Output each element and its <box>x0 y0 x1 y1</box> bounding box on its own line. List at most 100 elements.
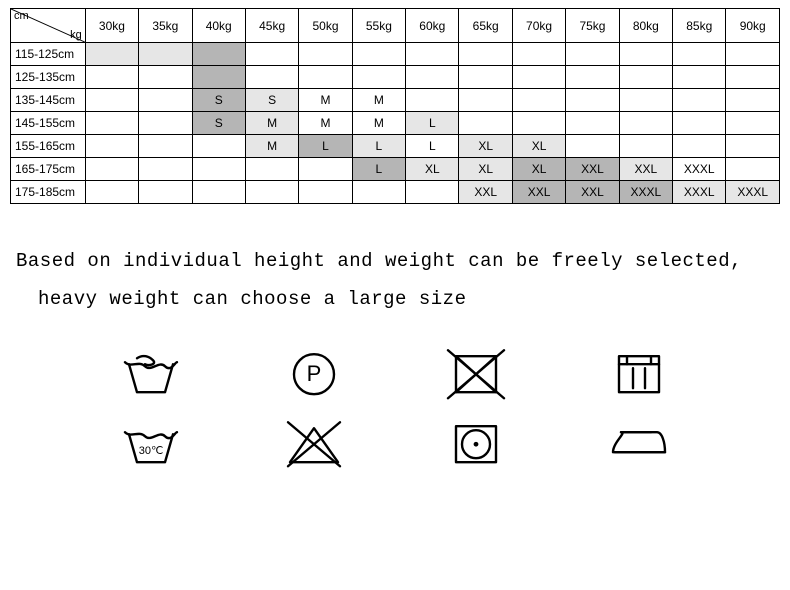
size-cell <box>512 89 565 112</box>
weight-col-35kg: 35kg <box>139 9 192 43</box>
care-row-1: P <box>10 348 780 400</box>
size-cell <box>192 181 245 204</box>
size-cell <box>299 43 352 66</box>
size-cell <box>85 158 138 181</box>
care-row-2: 30℃ <box>10 418 780 470</box>
table-row: 115-125cm <box>11 43 780 66</box>
size-cell <box>139 43 192 66</box>
size-cell <box>673 89 726 112</box>
size-cell <box>566 112 619 135</box>
size-cell: XXXL <box>673 158 726 181</box>
do-not-bleach-icon <box>282 418 346 470</box>
size-cell <box>566 66 619 89</box>
size-cell <box>459 89 512 112</box>
size-cell: L <box>406 135 459 158</box>
weight-col-45kg: 45kg <box>245 9 298 43</box>
do-not-bleach-x-icon <box>444 348 508 400</box>
size-cell: XXL <box>459 181 512 204</box>
table-row: 155-165cmMLLLXLXL <box>11 135 780 158</box>
size-cell: L <box>352 135 405 158</box>
size-cell <box>726 135 780 158</box>
caption-line-1: Based on individual height and weight ca… <box>16 242 780 280</box>
weight-col-90kg: 90kg <box>726 9 780 43</box>
size-cell <box>566 135 619 158</box>
size-cell: XL <box>512 135 565 158</box>
height-row-165-175cm: 165-175cm <box>11 158 86 181</box>
weight-col-75kg: 75kg <box>566 9 619 43</box>
size-chart-table: cm kg 30kg35kg40kg45kg50kg55kg60kg65kg70… <box>10 8 780 204</box>
size-cell: L <box>299 135 352 158</box>
size-cell: XXXL <box>726 181 780 204</box>
height-row-155-165cm: 155-165cm <box>11 135 86 158</box>
size-cell <box>245 43 298 66</box>
tumble-dry-low-icon <box>444 418 508 470</box>
size-cell <box>299 158 352 181</box>
height-row-175-185cm: 175-185cm <box>11 181 86 204</box>
size-cell <box>139 66 192 89</box>
svg-text:P: P <box>306 361 321 386</box>
weight-col-65kg: 65kg <box>459 9 512 43</box>
caption-text: Based on individual height and weight ca… <box>16 242 780 318</box>
size-cell <box>245 66 298 89</box>
size-cell <box>85 43 138 66</box>
size-cell: M <box>352 112 405 135</box>
size-cell <box>673 135 726 158</box>
size-cell <box>85 181 138 204</box>
size-cell: M <box>299 89 352 112</box>
corner-kg-label: kg <box>70 29 82 41</box>
size-cell <box>85 112 138 135</box>
size-cell <box>85 66 138 89</box>
size-cell <box>459 112 512 135</box>
size-cell <box>406 181 459 204</box>
size-cell <box>459 43 512 66</box>
size-cell: XXXL <box>619 181 672 204</box>
size-cell: M <box>299 112 352 135</box>
weight-col-55kg: 55kg <box>352 9 405 43</box>
size-cell: XL <box>459 158 512 181</box>
size-cell <box>192 66 245 89</box>
table-row: 145-155cmSMMML <box>11 112 780 135</box>
size-cell <box>299 66 352 89</box>
table-row: 175-185cmXXLXXLXXLXXXLXXXLXXXL <box>11 181 780 204</box>
size-cell <box>512 43 565 66</box>
size-cell <box>139 112 192 135</box>
size-cell: M <box>245 135 298 158</box>
size-cell: XXL <box>566 158 619 181</box>
size-cell: XL <box>512 158 565 181</box>
size-cell <box>512 112 565 135</box>
weight-col-60kg: 60kg <box>406 9 459 43</box>
size-cell: XXXL <box>673 181 726 204</box>
size-cell <box>406 89 459 112</box>
size-cell <box>726 43 780 66</box>
table-row: 125-135cm <box>11 66 780 89</box>
height-row-135-145cm: 135-145cm <box>11 89 86 112</box>
size-cell: XXL <box>566 181 619 204</box>
size-cell: M <box>245 112 298 135</box>
size-cell <box>192 135 245 158</box>
care-icons: P 30℃ <box>10 348 780 471</box>
size-cell <box>299 181 352 204</box>
size-cell <box>139 158 192 181</box>
size-cell <box>726 112 780 135</box>
weight-col-80kg: 80kg <box>619 9 672 43</box>
size-cell: XL <box>406 158 459 181</box>
size-cell <box>726 66 780 89</box>
height-row-145-155cm: 145-155cm <box>11 112 86 135</box>
size-cell <box>619 112 672 135</box>
size-cell: XXL <box>619 158 672 181</box>
size-cell: S <box>192 89 245 112</box>
size-cell <box>245 158 298 181</box>
size-cell <box>139 135 192 158</box>
size-cell: S <box>192 112 245 135</box>
weight-col-85kg: 85kg <box>673 9 726 43</box>
size-cell <box>139 181 192 204</box>
size-cell <box>673 66 726 89</box>
weight-col-50kg: 50kg <box>299 9 352 43</box>
size-cell <box>406 43 459 66</box>
size-cell <box>619 89 672 112</box>
size-cell: XXL <box>512 181 565 204</box>
size-cell: L <box>352 158 405 181</box>
size-cell <box>406 66 459 89</box>
size-cell <box>352 181 405 204</box>
corner-cell: cm kg <box>11 9 86 43</box>
